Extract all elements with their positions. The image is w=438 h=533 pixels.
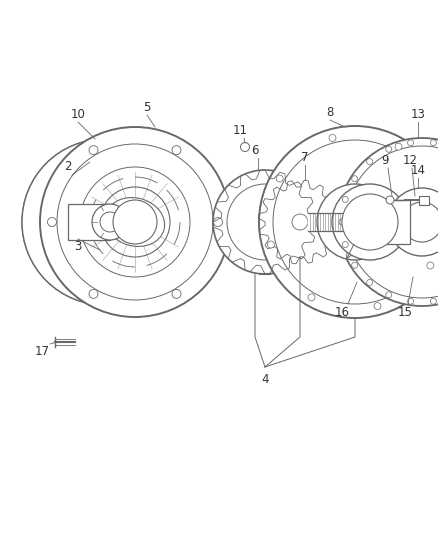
Circle shape — [338, 219, 344, 225]
Circle shape — [392, 202, 432, 242]
Circle shape — [89, 146, 98, 155]
Text: 11: 11 — [232, 124, 247, 136]
Circle shape — [22, 139, 187, 305]
Circle shape — [258, 126, 438, 318]
Circle shape — [394, 196, 438, 248]
Text: 3: 3 — [74, 240, 81, 254]
Circle shape — [89, 289, 98, 298]
Text: 2: 2 — [64, 160, 71, 174]
Text: 16: 16 — [334, 305, 349, 319]
Text: 9: 9 — [380, 154, 388, 166]
Circle shape — [212, 170, 316, 274]
Circle shape — [374, 192, 434, 252]
Circle shape — [341, 194, 397, 250]
Circle shape — [394, 143, 401, 150]
Circle shape — [385, 146, 391, 152]
Circle shape — [265, 187, 334, 257]
Circle shape — [342, 197, 347, 203]
Circle shape — [342, 241, 347, 247]
Circle shape — [373, 303, 380, 310]
Circle shape — [351, 176, 357, 182]
Circle shape — [291, 214, 307, 230]
Circle shape — [385, 196, 393, 204]
FancyBboxPatch shape — [418, 196, 428, 205]
Circle shape — [307, 294, 314, 301]
FancyBboxPatch shape — [354, 200, 409, 244]
Circle shape — [226, 184, 302, 260]
Circle shape — [57, 144, 212, 300]
Circle shape — [429, 140, 435, 146]
Text: 12: 12 — [402, 154, 417, 166]
Text: 7: 7 — [300, 150, 308, 164]
Circle shape — [429, 298, 435, 304]
Circle shape — [328, 134, 335, 141]
Circle shape — [80, 167, 190, 277]
Ellipse shape — [105, 198, 164, 246]
Circle shape — [407, 140, 413, 146]
Circle shape — [267, 241, 274, 248]
Circle shape — [366, 279, 372, 286]
Circle shape — [172, 146, 180, 155]
Text: 5: 5 — [143, 101, 150, 114]
Circle shape — [434, 196, 438, 203]
Circle shape — [213, 217, 222, 227]
Circle shape — [426, 262, 433, 269]
Circle shape — [345, 146, 438, 298]
Circle shape — [172, 289, 180, 298]
Text: 15: 15 — [397, 305, 411, 319]
Circle shape — [337, 138, 438, 306]
Circle shape — [100, 212, 120, 232]
Text: 13: 13 — [410, 108, 424, 120]
Circle shape — [100, 187, 170, 257]
Circle shape — [402, 204, 438, 240]
Circle shape — [240, 142, 249, 151]
Circle shape — [113, 200, 157, 244]
Circle shape — [40, 127, 230, 317]
Circle shape — [47, 217, 57, 227]
Circle shape — [22, 139, 187, 305]
Circle shape — [272, 140, 436, 304]
Circle shape — [384, 194, 438, 250]
Circle shape — [382, 200, 426, 244]
Text: 10: 10 — [71, 108, 85, 120]
Circle shape — [387, 188, 438, 256]
Text: 8: 8 — [325, 106, 333, 118]
Circle shape — [316, 184, 392, 260]
Text: 6: 6 — [251, 143, 258, 157]
FancyArrowPatch shape — [346, 245, 353, 259]
Text: 17: 17 — [35, 345, 49, 359]
Circle shape — [385, 292, 391, 298]
Circle shape — [276, 175, 283, 182]
Text: 14: 14 — [410, 164, 424, 176]
Circle shape — [407, 298, 413, 304]
Circle shape — [92, 204, 128, 240]
FancyBboxPatch shape — [68, 204, 110, 240]
Circle shape — [285, 208, 313, 236]
Circle shape — [331, 184, 407, 260]
Circle shape — [351, 262, 357, 268]
Circle shape — [366, 158, 372, 165]
Circle shape — [28, 145, 182, 299]
Circle shape — [401, 202, 438, 242]
Text: 4: 4 — [261, 374, 268, 386]
